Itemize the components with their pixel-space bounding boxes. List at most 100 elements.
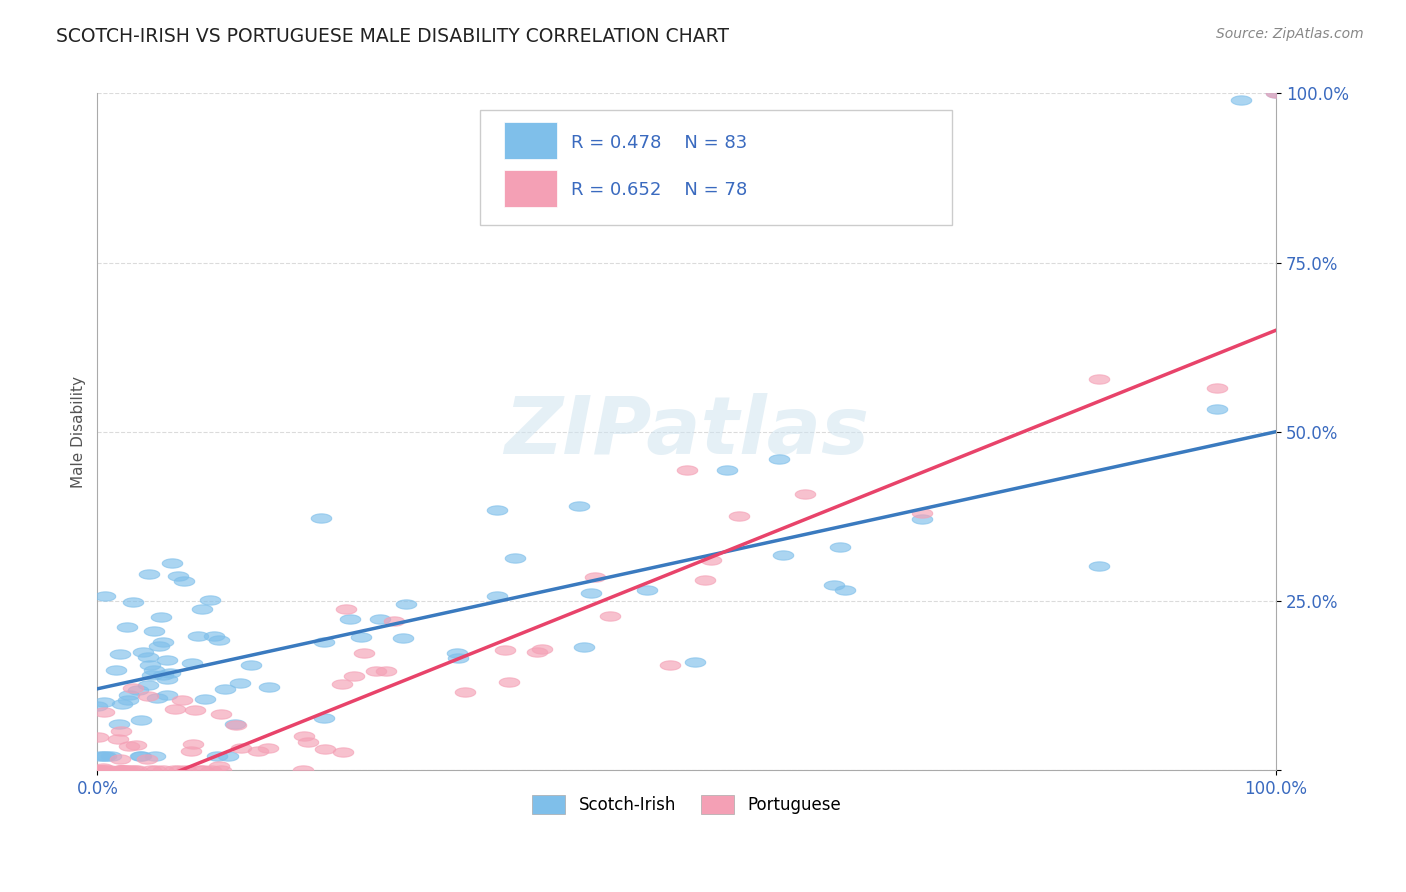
Point: [136, 751, 159, 765]
Point: [143, 663, 166, 677]
Point: [1088, 559, 1111, 574]
Point: [700, 553, 723, 567]
Point: [292, 729, 315, 743]
Point: [823, 578, 845, 592]
Point: [1265, 87, 1288, 101]
Point: [1088, 372, 1111, 386]
Point: [127, 682, 149, 697]
Point: [292, 763, 315, 777]
Point: [207, 633, 229, 648]
Point: [309, 511, 332, 525]
Point: [162, 556, 184, 570]
Point: [112, 763, 135, 777]
Point: [93, 694, 115, 708]
Point: [141, 763, 163, 777]
Point: [180, 744, 202, 758]
Point: [188, 763, 211, 777]
Point: [395, 597, 418, 611]
Point: [205, 749, 228, 764]
Point: [170, 692, 193, 706]
Point: [129, 713, 152, 727]
Point: [495, 642, 517, 657]
Point: [343, 669, 366, 683]
FancyBboxPatch shape: [503, 169, 557, 207]
Point: [225, 718, 247, 732]
Point: [229, 741, 252, 756]
Point: [100, 749, 122, 764]
Point: [136, 650, 159, 665]
Point: [156, 689, 179, 703]
Point: [108, 752, 131, 766]
Point: [485, 589, 508, 603]
Point: [156, 672, 179, 686]
Point: [122, 763, 145, 777]
Point: [312, 711, 335, 725]
Point: [152, 763, 174, 777]
Point: [599, 608, 621, 623]
Point: [93, 749, 115, 764]
Point: [772, 549, 794, 563]
Point: [368, 612, 391, 626]
Point: [828, 540, 851, 554]
Point: [111, 763, 134, 777]
Point: [391, 631, 413, 645]
Point: [86, 698, 108, 713]
Point: [768, 452, 790, 467]
Point: [531, 642, 554, 657]
Point: [229, 676, 252, 690]
Point: [145, 763, 167, 777]
Point: [793, 486, 815, 500]
Point: [129, 749, 152, 764]
Point: [526, 645, 548, 659]
Point: [217, 749, 239, 764]
Point: [143, 749, 166, 764]
Point: [117, 693, 139, 707]
Point: [208, 758, 231, 772]
Point: [193, 692, 215, 706]
Point: [200, 763, 222, 777]
Point: [110, 763, 132, 777]
FancyBboxPatch shape: [503, 122, 557, 159]
Point: [214, 682, 236, 697]
Point: [141, 668, 163, 682]
Point: [152, 635, 174, 649]
Y-axis label: Male Disability: Male Disability: [72, 376, 86, 488]
Point: [94, 589, 117, 603]
Point: [110, 763, 132, 777]
Point: [91, 761, 114, 775]
Point: [121, 681, 143, 695]
Point: [89, 763, 111, 777]
Point: [98, 763, 121, 777]
Point: [1229, 93, 1251, 107]
Point: [636, 582, 658, 597]
Text: R = 0.478    N = 83: R = 0.478 N = 83: [571, 134, 748, 152]
Point: [136, 678, 159, 692]
Point: [148, 640, 170, 654]
Point: [115, 763, 138, 777]
Point: [91, 763, 114, 777]
Point: [110, 723, 132, 738]
Point: [257, 741, 280, 756]
Point: [89, 763, 111, 777]
Point: [89, 749, 111, 764]
Point: [181, 737, 204, 751]
Point: [111, 698, 134, 712]
Point: [727, 508, 749, 523]
Point: [93, 705, 115, 719]
Point: [108, 717, 131, 731]
Point: [87, 763, 110, 777]
Point: [568, 499, 591, 513]
Point: [184, 704, 207, 718]
Point: [505, 550, 527, 565]
Point: [125, 738, 148, 752]
Point: [96, 749, 118, 764]
Point: [136, 689, 159, 703]
Point: [312, 635, 335, 649]
Point: [131, 644, 153, 658]
Point: [659, 657, 682, 672]
Point: [485, 502, 508, 516]
Point: [675, 463, 697, 477]
Point: [454, 685, 477, 699]
Point: [125, 763, 148, 777]
Point: [246, 744, 269, 758]
